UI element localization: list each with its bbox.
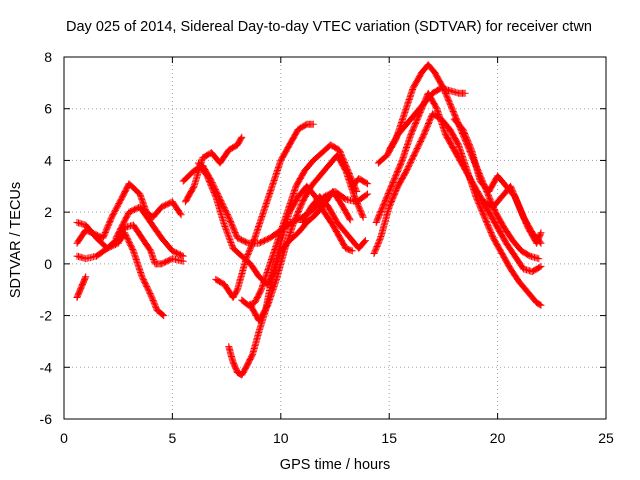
y-tick-label: -2: [40, 308, 53, 324]
series-track-g: [181, 133, 246, 206]
axis-ticks: 0 5 10 15 20 25 -6 -4 -2 0 2 4 6 8: [40, 49, 614, 446]
plus-markers: [372, 89, 545, 276]
plus-markers: [348, 175, 371, 190]
series-track-m: [299, 193, 369, 252]
plus-markers: [299, 193, 369, 252]
series-track-o: [370, 110, 545, 309]
series-track-p: [372, 89, 545, 276]
x-axis-label: GPS time / hours: [279, 457, 391, 473]
series-track-d: [73, 273, 90, 301]
x-tick-label: 15: [381, 430, 397, 446]
series-track-i: [212, 120, 317, 301]
y-tick-label: 8: [44, 49, 52, 65]
x-tick-label: 5: [169, 430, 177, 446]
plus-markers: [181, 133, 246, 206]
series-track-e: [112, 203, 187, 260]
plus-markers: [481, 182, 545, 247]
plus-markers: [385, 84, 469, 154]
y-axis-label: SDTVAR / TECUs: [7, 181, 24, 299]
x-tick-label: 20: [490, 430, 506, 446]
y-tick-label: -4: [40, 359, 53, 375]
series-track-r: [385, 84, 469, 154]
chart-title: Day 025 of 2014, Sidereal Day-to-day VTE…: [66, 19, 592, 35]
y-tick-label: 0: [44, 256, 52, 272]
y-tick-label: 6: [44, 101, 52, 117]
x-tick-label: 0: [60, 430, 68, 446]
y-tick-label: 4: [44, 152, 52, 168]
series-track-c: [73, 219, 168, 320]
y-tick-label: -6: [40, 411, 53, 427]
plus-markers: [212, 120, 317, 301]
plus-markers: [112, 203, 187, 260]
x-tick-label: 10: [273, 430, 289, 446]
x-tick-label: 25: [598, 430, 614, 446]
series-track-t: [481, 182, 545, 247]
plot-frame: [63, 56, 607, 420]
plus-markers: [370, 110, 545, 309]
y-tick-label: 2: [44, 204, 52, 220]
data-points: [73, 61, 545, 379]
plus-markers: [73, 219, 168, 320]
series-track-n: [348, 175, 371, 190]
plus-markers: [73, 273, 90, 301]
